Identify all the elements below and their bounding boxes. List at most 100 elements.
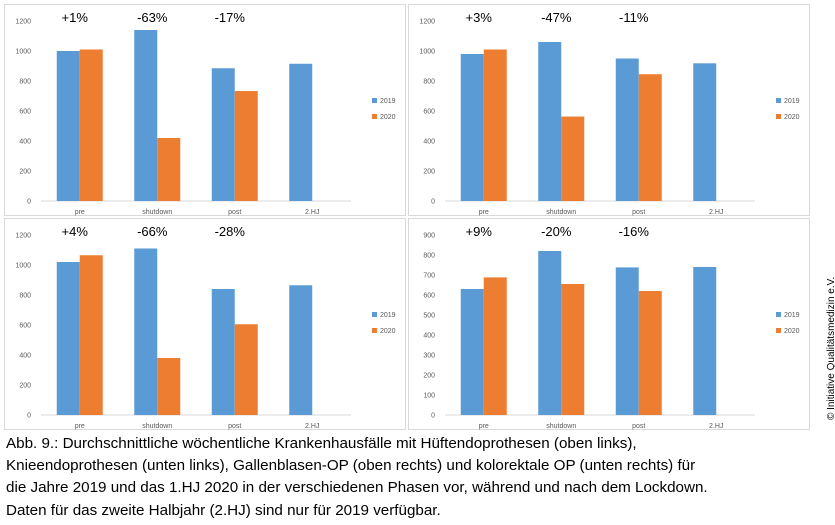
bar-2020-shutdown [561,116,585,201]
chart-svg: 0 200 400 600 800 1000 1200 pre shutdown post 2.HJ… [419,10,800,216]
bar-2019-post [211,289,235,415]
legend-label: 2019 [380,98,396,105]
bar-2019-pre [460,289,484,415]
y-tick-label: 400 [423,333,435,340]
x-tick-label: shutdown [142,209,172,216]
bar-2019-2.HJ [289,285,313,415]
y-tick-label: 400 [19,139,31,146]
y-tick-label: 200 [19,169,31,176]
legend-label: 2020 [380,328,396,335]
y-tick-label: 800 [19,293,31,300]
caption-line: Knieendoprothesen (unten links), Gallenb… [6,457,696,475]
y-tick-label: 200 [19,383,31,390]
bar-2019-2.HJ [693,63,717,201]
legend-label: 2019 [380,312,396,319]
legend-swatch [372,114,377,119]
legend-swatch [776,312,781,317]
legend-label: 2020 [380,114,396,121]
x-tick-label: shutdown [546,423,576,430]
change-annotation: +3% [466,10,493,25]
bar-2020-shutdown [157,138,181,201]
change-annotation: -63% [137,10,168,25]
x-tick-label: post [228,423,241,430]
bar-2019-shutdown [538,251,562,415]
legend-label: 2019 [784,312,800,319]
change-annotation: +4% [62,224,89,239]
chart-svg: 0 200 400 600 800 1000 1200 pre shutdown post 2.HJ… [15,224,396,430]
change-annotation: -11% [619,10,649,25]
y-tick-label: 1200 [419,19,435,26]
y-tick-label: 400 [423,139,435,146]
x-tick-label: pre [75,209,85,216]
y-tick-label: 200 [423,169,435,176]
change-annotation: -17% [215,10,246,25]
change-annotation: -66% [137,224,168,239]
bar-2020-post [638,291,662,415]
x-tick-label: post [632,423,645,430]
y-tick-label: 1000 [15,263,31,270]
change-annotation: -47% [541,10,572,25]
y-tick-label: 600 [423,109,435,116]
legend-swatch [372,312,377,317]
y-tick-label: 300 [423,353,435,360]
figure-caption: Abb. 9.: Durchschnittliche wöchentliche … [6,433,806,522]
bar-2020-pre [79,49,103,201]
bar-2020-pre [483,277,507,415]
chart-panel-gallbladder: 0 200 400 600 800 1000 1200 pre shutdown post 2.HJ… [408,4,810,216]
y-tick-label: 600 [19,109,31,116]
legend-swatch [372,98,377,103]
bar-2019-2.HJ [693,267,717,415]
y-tick-label: 700 [423,273,435,280]
legend-swatch [776,328,781,333]
legend-label: 2020 [784,328,800,335]
y-tick-label: 800 [19,79,31,86]
x-tick-label: 2.HJ [305,423,319,430]
chart-svg: 0 100 200 300 400 500 600 700 800 900 pre shutdown p… [423,224,800,430]
legend-swatch [372,328,377,333]
y-tick-label: 0 [27,199,31,206]
bar-2019-pre [56,51,80,201]
bar-2019-pre [56,262,80,415]
change-annotation: +9% [466,224,493,239]
bar-2020-post [234,324,258,415]
x-tick-label: pre [479,209,489,216]
bar-2019-post [615,58,639,201]
y-tick-label: 1000 [419,49,435,56]
y-tick-label: 400 [19,353,31,360]
x-tick-label: 2.HJ [709,209,723,216]
y-tick-label: 900 [423,233,435,240]
bar-2020-post [234,91,258,201]
legend-label: 2020 [784,114,800,121]
legend-swatch [776,98,781,103]
legend-label: 2019 [784,98,800,105]
y-tick-label: 0 [27,413,31,420]
bar-2020-post [638,74,662,201]
caption-line: die Jahre 2019 und das 1.HJ 2020 in der … [6,479,708,497]
y-tick-label: 1200 [15,19,31,26]
x-tick-label: post [228,209,241,216]
chart-panel-colorectal: 0 100 200 300 400 500 600 700 800 900 pre shutdown p… [408,218,810,430]
bar-2019-shutdown [538,42,562,201]
change-annotation: +1% [62,10,89,25]
chart-panel-knee: 0 200 400 600 800 1000 1200 pre shutdown post 2.HJ… [4,218,406,430]
chart-panel-hip: 0 200 400 600 800 1000 1200 pre shutdown post 2.HJ… [4,4,406,216]
caption-line: Daten für das zweite Halbjahr (2.HJ) sin… [6,501,441,519]
x-tick-label: post [632,209,645,216]
bar-2019-shutdown [134,248,158,415]
bar-2019-shutdown [134,30,158,201]
x-tick-label: 2.HJ [305,209,319,216]
y-tick-label: 800 [423,79,435,86]
y-tick-label: 200 [423,373,435,380]
bar-2019-2.HJ [289,63,313,201]
legend-swatch [776,114,781,119]
copyright-notice: © Initiative Qualitätsmedizin e.V. [826,276,835,420]
y-tick-label: 0 [431,199,435,206]
bar-2019-post [615,267,639,415]
bar-2020-pre [79,255,103,415]
y-tick-label: 500 [423,313,435,320]
y-tick-label: 600 [19,323,31,330]
x-tick-label: pre [75,423,85,430]
chart-svg: 0 200 400 600 800 1000 1200 pre shutdown post 2.HJ… [15,10,396,216]
x-tick-label: shutdown [546,209,576,216]
bar-2019-pre [460,54,484,201]
